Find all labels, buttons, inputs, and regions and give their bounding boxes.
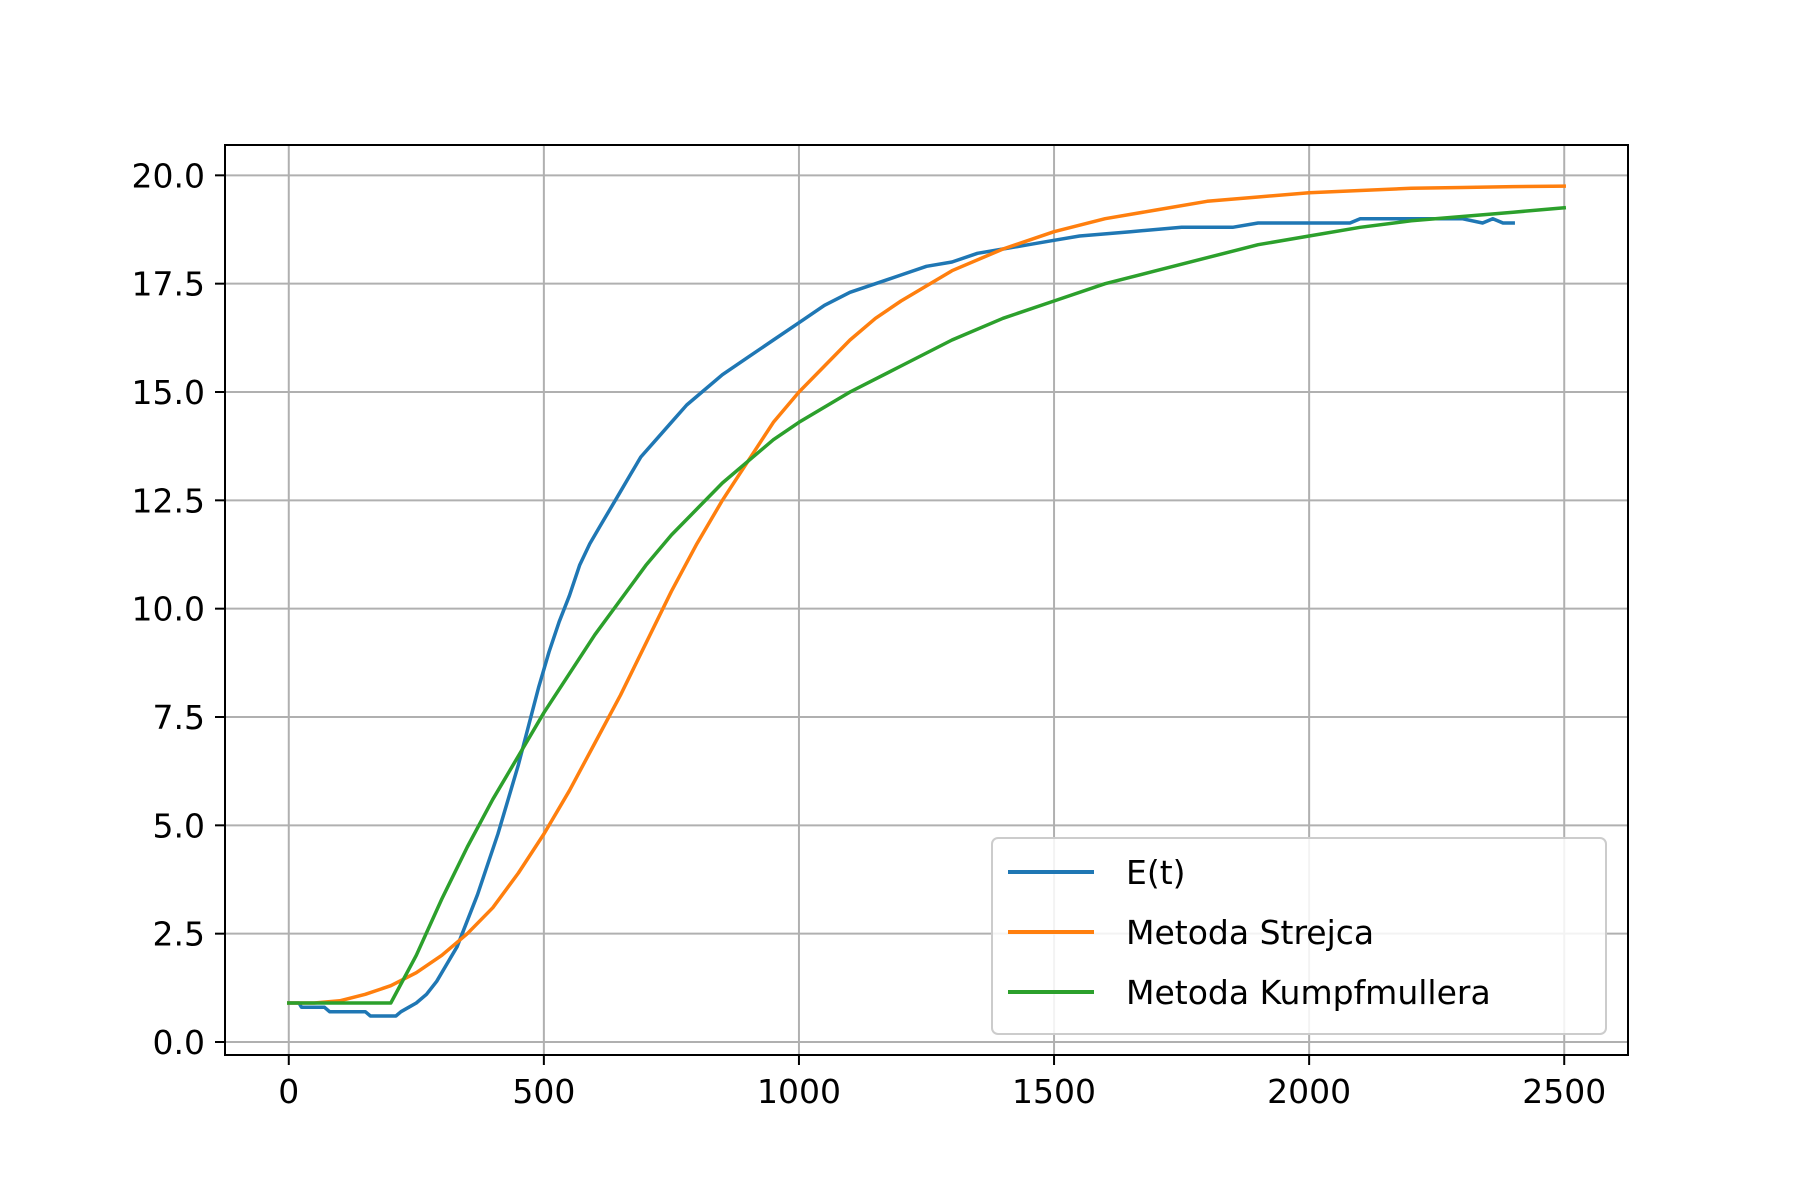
- x-tick-label: 0: [278, 1072, 299, 1111]
- y-tick-label: 20.0: [132, 156, 205, 195]
- y-axis: 0.0 2.5 5.0 7.5 10.0 12.5 15.0 17.5 20.0: [132, 156, 225, 1062]
- series-line-2: [287, 184, 1566, 1005]
- grid: [225, 145, 1628, 1055]
- series-layer: [287, 184, 1567, 1018]
- x-tick-label: 500: [512, 1072, 575, 1111]
- y-tick-label: 2.5: [153, 915, 205, 954]
- plot-frame: [224, 144, 1629, 1056]
- y-tick-label: 5.0: [153, 806, 205, 845]
- legend: E(t) Metoda Strejca Metoda Kumpfmullera: [991, 837, 1607, 1035]
- y-tick-label: 15.0: [132, 373, 205, 412]
- legend-label-3: Metoda Kumpfmullera: [1126, 973, 1491, 1012]
- x-tick-label: 2000: [1267, 1072, 1351, 1111]
- series-line-3: [287, 205, 1567, 1005]
- legend-box: [991, 837, 1607, 1035]
- legend-label-1: E(t): [1126, 853, 1186, 892]
- x-tick-label: 1000: [757, 1072, 841, 1111]
- y-tick-label: 12.5: [132, 481, 205, 520]
- y-tick-label: 10.0: [132, 590, 205, 629]
- y-tick-label: 17.5: [132, 265, 205, 304]
- x-axis: 0 500 1000 1500 2000 2500: [278, 1055, 1606, 1111]
- y-tick-label: 7.5: [153, 698, 205, 737]
- x-tick-label: 1500: [1012, 1072, 1096, 1111]
- y-tick-label: 0.0: [153, 1023, 205, 1062]
- legend-label-2: Metoda Strejca: [1126, 913, 1374, 952]
- series-line-1: [287, 216, 1515, 1018]
- x-tick-label: 2500: [1522, 1072, 1606, 1111]
